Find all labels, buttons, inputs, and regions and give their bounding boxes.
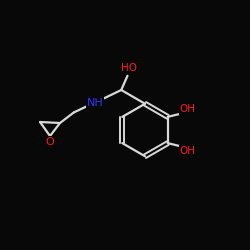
Text: NH: NH (87, 98, 104, 108)
Text: HO: HO (121, 63, 137, 73)
Text: OH: OH (180, 104, 196, 115)
Text: OH: OH (180, 146, 196, 156)
Text: O: O (46, 136, 54, 146)
